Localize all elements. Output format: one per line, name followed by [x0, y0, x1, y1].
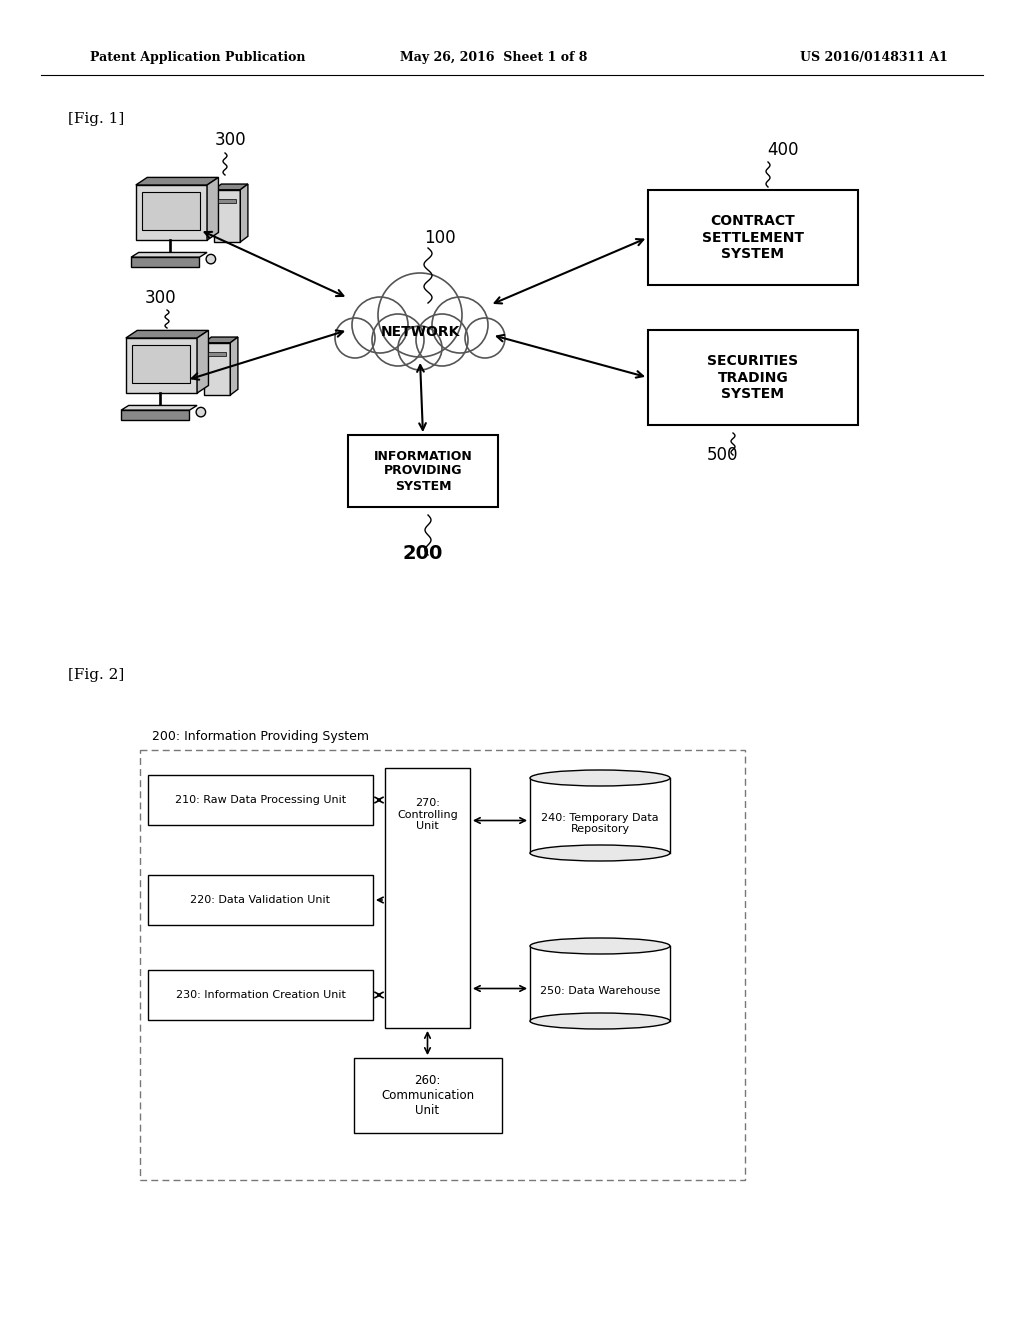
Ellipse shape: [530, 845, 670, 861]
Text: NETWORK: NETWORK: [380, 325, 460, 339]
Polygon shape: [530, 777, 670, 853]
Polygon shape: [136, 177, 218, 185]
Text: 210: Raw Data Processing Unit: 210: Raw Data Processing Unit: [175, 795, 346, 805]
Circle shape: [432, 297, 488, 352]
Circle shape: [398, 326, 442, 370]
Text: 260:
Communication
Unit: 260: Communication Unit: [381, 1074, 474, 1117]
Polygon shape: [126, 330, 209, 338]
FancyBboxPatch shape: [348, 436, 498, 507]
Text: 200: 200: [402, 544, 443, 564]
Polygon shape: [131, 252, 207, 257]
Circle shape: [335, 318, 375, 358]
Circle shape: [416, 314, 468, 366]
Text: 230: Information Creation Unit: 230: Information Creation Unit: [175, 990, 345, 1001]
Polygon shape: [121, 411, 189, 420]
Ellipse shape: [530, 939, 670, 954]
Text: US 2016/0148311 A1: US 2016/0148311 A1: [800, 51, 948, 65]
Circle shape: [378, 273, 462, 356]
FancyBboxPatch shape: [148, 775, 373, 825]
Polygon shape: [241, 183, 248, 242]
Circle shape: [206, 255, 216, 264]
Polygon shape: [530, 946, 670, 1020]
Polygon shape: [207, 177, 218, 240]
Polygon shape: [214, 183, 248, 190]
Circle shape: [352, 297, 408, 352]
Circle shape: [372, 314, 424, 366]
Text: 220: Data Validation Unit: 220: Data Validation Unit: [190, 895, 331, 906]
Text: 300: 300: [144, 289, 176, 308]
Polygon shape: [132, 345, 190, 383]
Polygon shape: [230, 337, 238, 395]
Ellipse shape: [530, 770, 670, 785]
Polygon shape: [139, 407, 183, 411]
Circle shape: [197, 408, 206, 417]
Polygon shape: [121, 405, 197, 411]
Text: 400: 400: [767, 141, 799, 158]
FancyBboxPatch shape: [218, 199, 236, 203]
Text: 200: Information Providing System: 200: Information Providing System: [152, 730, 369, 743]
Polygon shape: [204, 343, 230, 395]
Text: SECURITIES
TRADING
SYSTEM: SECURITIES TRADING SYSTEM: [708, 354, 799, 401]
Text: 500: 500: [708, 446, 738, 465]
FancyBboxPatch shape: [209, 352, 225, 356]
Polygon shape: [131, 257, 200, 267]
FancyBboxPatch shape: [140, 750, 745, 1180]
Ellipse shape: [530, 1012, 670, 1030]
FancyBboxPatch shape: [148, 875, 373, 925]
Text: CONTRACT
SETTLEMENT
SYSTEM: CONTRACT SETTLEMENT SYSTEM: [702, 214, 804, 261]
Polygon shape: [126, 338, 197, 393]
Polygon shape: [142, 191, 201, 230]
Text: INFORMATION
PROVIDING
SYSTEM: INFORMATION PROVIDING SYSTEM: [374, 450, 472, 492]
Text: 240: Temporary Data
Repository: 240: Temporary Data Repository: [542, 813, 658, 834]
Polygon shape: [150, 253, 194, 259]
Text: 100: 100: [424, 228, 456, 247]
Text: [Fig. 1]: [Fig. 1]: [68, 112, 124, 125]
Text: Patent Application Publication: Patent Application Publication: [90, 51, 305, 65]
Circle shape: [465, 318, 505, 358]
Text: May 26, 2016  Sheet 1 of 8: May 26, 2016 Sheet 1 of 8: [400, 51, 588, 65]
Polygon shape: [214, 190, 241, 242]
FancyBboxPatch shape: [648, 330, 858, 425]
FancyBboxPatch shape: [648, 190, 858, 285]
Text: [Fig. 2]: [Fig. 2]: [68, 668, 124, 682]
FancyBboxPatch shape: [148, 970, 373, 1020]
Polygon shape: [136, 185, 207, 240]
Text: 250: Data Warehouse: 250: Data Warehouse: [540, 986, 660, 997]
Polygon shape: [204, 337, 238, 343]
Text: 270:
Controlling
Unit: 270: Controlling Unit: [397, 799, 458, 832]
Text: 300: 300: [214, 131, 246, 149]
FancyBboxPatch shape: [353, 1059, 502, 1133]
Polygon shape: [197, 330, 209, 393]
FancyBboxPatch shape: [385, 768, 470, 1028]
